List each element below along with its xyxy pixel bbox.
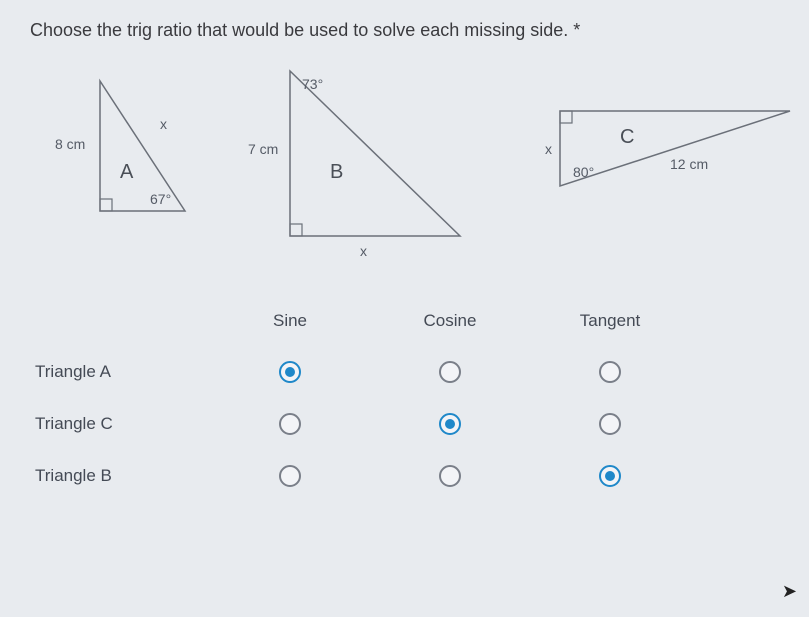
col-header-sine: Sine bbox=[210, 311, 370, 331]
row-triangle-b: Triangle B bbox=[30, 466, 210, 486]
cursor-icon: ➤ bbox=[782, 581, 797, 602]
radio-c-sine[interactable] bbox=[279, 413, 301, 435]
triangle-a-svg bbox=[70, 71, 200, 221]
radio-c-cosine[interactable] bbox=[439, 413, 461, 435]
radio-b-sine[interactable] bbox=[279, 465, 301, 487]
triangle-c-unknown: x bbox=[545, 141, 552, 157]
triangle-a-letter: A bbox=[120, 161, 133, 184]
triangle-c-side: 12 cm bbox=[670, 156, 708, 172]
answer-grid: Sine Cosine Tangent Triangle A Triangle … bbox=[30, 311, 779, 487]
triangle-a-unknown: x bbox=[160, 116, 167, 132]
triangle-b-unknown: x bbox=[360, 243, 367, 259]
row-triangle-a: Triangle A bbox=[30, 362, 210, 382]
radio-a-sine[interactable] bbox=[279, 361, 301, 383]
triangle-b-angle: 73° bbox=[302, 76, 323, 92]
triangle-b-side: 7 cm bbox=[248, 141, 278, 157]
col-header-tangent: Tangent bbox=[530, 311, 690, 331]
triangle-c-angle: 80° bbox=[573, 164, 594, 180]
triangle-a-side: 8 cm bbox=[55, 136, 85, 152]
triangle-a-angle: 67° bbox=[150, 191, 171, 207]
triangle-c-svg bbox=[540, 101, 800, 201]
triangle-c-letter: C bbox=[620, 126, 634, 149]
triangle-b-svg bbox=[260, 61, 480, 251]
radio-c-tangent[interactable] bbox=[599, 413, 621, 435]
radio-b-cosine[interactable] bbox=[439, 465, 461, 487]
triangle-b-letter: B bbox=[330, 161, 343, 184]
radio-a-tangent[interactable] bbox=[599, 361, 621, 383]
row-triangle-c: Triangle C bbox=[30, 414, 210, 434]
radio-a-cosine[interactable] bbox=[439, 361, 461, 383]
triangles-figure: 8 cm x 67° A 73° 7 cm x B x 80° 12 cm C bbox=[30, 51, 779, 281]
radio-b-tangent[interactable] bbox=[599, 465, 621, 487]
col-header-cosine: Cosine bbox=[370, 311, 530, 331]
question-prompt: Choose the trig ratio that would be used… bbox=[30, 20, 779, 41]
